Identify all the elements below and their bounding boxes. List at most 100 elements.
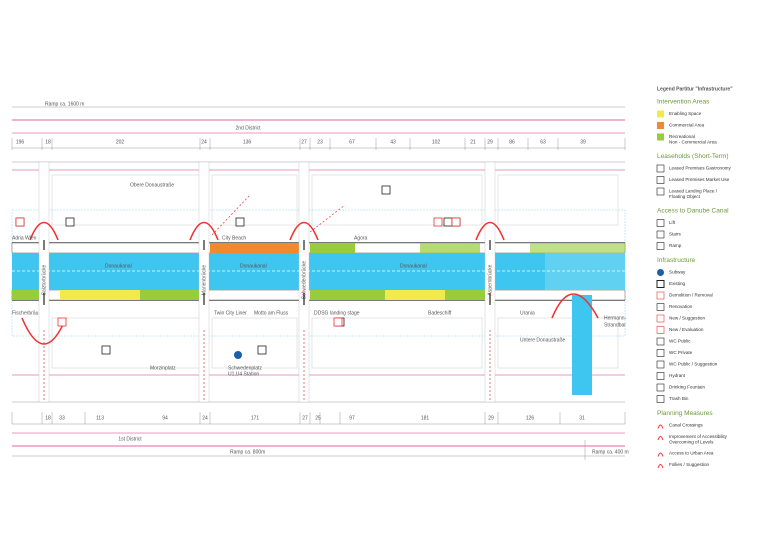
legend-label: Canal Crossings bbox=[669, 423, 703, 428]
bridge bbox=[484, 161, 496, 403]
legend-icon bbox=[656, 187, 665, 196]
line bbox=[309, 204, 346, 233]
legend-icon bbox=[657, 452, 664, 457]
legend-label: Recreational bbox=[669, 134, 695, 139]
distance-label: 29 bbox=[488, 415, 494, 421]
recreational-area bbox=[530, 243, 625, 253]
enabling-space bbox=[60, 290, 140, 300]
accessibility-arc bbox=[551, 293, 599, 319]
legend-heading: Planning Measures bbox=[657, 410, 713, 417]
recreational-area bbox=[140, 290, 200, 300]
canal-label: Donaukanal bbox=[105, 263, 132, 269]
legend-label: New / Suggestion bbox=[669, 316, 705, 321]
legend-icon bbox=[657, 269, 664, 276]
pontoon bbox=[572, 295, 592, 395]
distance-label: 63 bbox=[540, 139, 546, 145]
distance-label: 181 bbox=[421, 415, 430, 421]
legend-icon bbox=[656, 291, 665, 300]
legend-icon bbox=[656, 280, 665, 288]
legend-label: Non - Commercial Area bbox=[669, 140, 717, 145]
place-label: Schwedenplatz bbox=[228, 365, 262, 371]
place-label: DDSG landing stage bbox=[314, 310, 360, 316]
legend-swatch bbox=[657, 122, 664, 129]
legend-icon bbox=[656, 176, 665, 184]
bridge bbox=[38, 161, 50, 403]
legend-label: Enabling Space bbox=[669, 111, 702, 116]
legend-label: Floating Object bbox=[669, 194, 701, 199]
legend-icon bbox=[656, 326, 665, 334]
legend-heading: Infrastructure bbox=[657, 257, 696, 264]
icon-suggestion bbox=[333, 317, 343, 327]
recreational-area bbox=[310, 290, 385, 300]
bridge bbox=[298, 161, 310, 403]
block-outline bbox=[497, 317, 619, 369]
place-label: City Beach bbox=[222, 235, 246, 241]
legend-icon bbox=[657, 424, 664, 429]
legend-heading: Access to Danube Canal bbox=[657, 208, 729, 215]
distance-label: 94 bbox=[162, 415, 168, 421]
block-outline bbox=[211, 174, 298, 226]
place-label: Agora bbox=[354, 235, 368, 241]
bridge-label: Schwedenbrücke bbox=[301, 261, 307, 300]
legend-icon bbox=[656, 372, 665, 380]
distance-label: 43 bbox=[390, 139, 396, 145]
place-label: Twin City Liner bbox=[214, 310, 247, 316]
recreational-area bbox=[420, 243, 480, 253]
recreational-area bbox=[445, 290, 485, 300]
icon bbox=[257, 345, 267, 355]
legend-label: Subway bbox=[669, 270, 686, 275]
distance-label: 97 bbox=[349, 415, 355, 421]
accessibility-arc bbox=[289, 221, 319, 241]
distance-label: 33 bbox=[59, 415, 65, 421]
distance-label: 23 bbox=[317, 139, 323, 145]
bridge-label: Salztorbrücke bbox=[41, 265, 47, 296]
legend-label: Improvement of Accessibility bbox=[669, 434, 728, 439]
legend-label: Leased Premises Market Use bbox=[669, 177, 730, 182]
canal-crossing-zone bbox=[545, 253, 625, 290]
legend-icon bbox=[657, 464, 664, 469]
icon bbox=[443, 217, 453, 227]
block-outline bbox=[311, 317, 483, 369]
bridge-label: Aspernbrücke bbox=[487, 264, 493, 295]
distance-label: 196 bbox=[16, 139, 25, 145]
block-outline bbox=[497, 174, 619, 226]
distance-label: 25 bbox=[315, 415, 321, 421]
legend-label: Ramp bbox=[669, 243, 682, 248]
ramp-label: Ramp ca. 1600 m bbox=[45, 101, 84, 107]
legend-label: Stairs bbox=[669, 232, 681, 237]
distance-label: 171 bbox=[251, 415, 260, 421]
distance-label: 18 bbox=[45, 415, 51, 421]
icon bbox=[101, 345, 111, 355]
distance-label: 24 bbox=[202, 415, 208, 421]
block-outline bbox=[311, 174, 483, 226]
icon bbox=[235, 217, 245, 227]
place-label: Hermann- bbox=[604, 315, 627, 321]
legend-icon bbox=[657, 436, 664, 441]
distance-label: 102 bbox=[432, 139, 441, 145]
distance-label: 126 bbox=[526, 415, 535, 421]
legend-label: Overcoming of Levels bbox=[669, 440, 714, 445]
canal bbox=[12, 253, 625, 290]
legend-icon bbox=[656, 383, 665, 392]
icon bbox=[65, 217, 75, 227]
distance-label: 202 bbox=[116, 139, 125, 145]
icon-suggestion bbox=[433, 217, 443, 227]
accessibility-arc bbox=[21, 317, 67, 345]
street-label: Morzinplatz bbox=[150, 365, 176, 371]
legend-swatch bbox=[657, 110, 664, 118]
legend-label: Existing bbox=[669, 281, 686, 286]
legend-label: Hydrant bbox=[669, 373, 686, 378]
place-label: Motto am Fluss bbox=[254, 310, 289, 316]
legend-icon bbox=[656, 242, 665, 250]
recreational-area bbox=[310, 243, 355, 253]
legend-icon bbox=[656, 349, 665, 357]
legend-icon bbox=[656, 303, 665, 311]
distance-label: 27 bbox=[302, 415, 308, 421]
street-label: Untere Donaustraße bbox=[520, 337, 566, 343]
legend-icon bbox=[656, 230, 665, 239]
distance-label: 67 bbox=[349, 139, 355, 145]
line bbox=[211, 194, 251, 236]
legend-heading: Leaseholds (Short-Term) bbox=[657, 153, 729, 160]
canal-label: Donaukanal bbox=[240, 263, 267, 269]
